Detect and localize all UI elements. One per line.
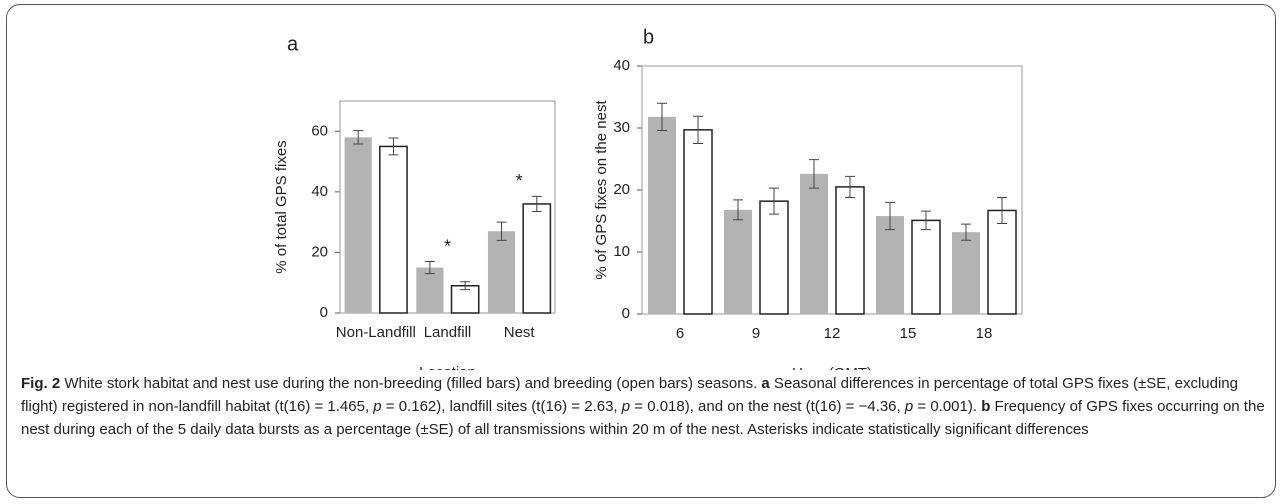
caption-run: p xyxy=(373,398,382,415)
x-tick-label: 18 xyxy=(976,325,993,342)
x-tick-label: 9 xyxy=(752,325,760,342)
x-tick-label: Non-Landfill xyxy=(336,324,416,341)
caption-run: = 0.018), and on the nest (t(16) = −4.36… xyxy=(630,398,905,415)
caption-run: a xyxy=(761,375,770,392)
significance-marker: * xyxy=(516,171,523,191)
error-bar xyxy=(657,102,667,131)
x-axis-label: Location xyxy=(419,364,476,370)
caption-run: Seasonal differences in percentage of to… xyxy=(21,375,1238,415)
error-bar xyxy=(424,261,435,275)
bar xyxy=(724,209,752,314)
error-bar xyxy=(693,115,703,144)
y-tick-label: 0 xyxy=(622,305,630,322)
y-tick-label: 30 xyxy=(613,119,630,136)
x-axis-label: Hour (GMT) xyxy=(792,365,872,370)
error-bar xyxy=(496,221,507,241)
caption-run: b xyxy=(981,398,991,415)
error-bar xyxy=(531,195,542,213)
caption-run: = 0.162), landfill sites (t(16) = 2.63, xyxy=(381,398,622,415)
error-bar xyxy=(460,281,471,291)
figure-frame xyxy=(6,4,1276,498)
caption-run: White stork habitat and nest use during … xyxy=(60,375,762,392)
bar xyxy=(648,116,676,314)
caption: Fig. 2 White stork habitat and nest use … xyxy=(21,372,1266,441)
bar xyxy=(876,216,904,314)
bar xyxy=(911,219,941,315)
error-bar xyxy=(353,130,364,145)
x-tick-label: Nest xyxy=(504,324,536,341)
y-tick-label: 40 xyxy=(613,57,630,74)
y-tick-label: 40 xyxy=(311,183,328,200)
panel-label: b xyxy=(643,26,654,48)
bar xyxy=(952,232,980,314)
plot-frame xyxy=(339,100,556,314)
bar xyxy=(344,137,372,313)
bar xyxy=(800,173,828,314)
error-bar xyxy=(961,223,971,241)
error-bar xyxy=(921,210,931,231)
y-axis-label: % of total GPS fixes xyxy=(273,140,290,273)
x-tick-label: Landfill xyxy=(424,324,472,341)
error-bar xyxy=(809,159,819,189)
significance-marker: * xyxy=(444,236,451,256)
caption-run: Fig. 2 xyxy=(21,375,61,392)
bar xyxy=(683,129,713,315)
error-bar xyxy=(885,201,895,231)
error-bar xyxy=(997,196,1007,224)
y-tick-label: 20 xyxy=(311,243,328,260)
caption-run: Frequency of GPS fixes occurring on the … xyxy=(21,398,1265,438)
caption-run: = 0.001). xyxy=(913,398,982,415)
figure: a% of total GPS fixesLocation0204060Non-… xyxy=(273,26,1023,370)
bar xyxy=(487,231,516,313)
y-tick-label: 60 xyxy=(311,122,328,139)
bar xyxy=(759,200,789,315)
bar xyxy=(379,145,408,314)
error-bar xyxy=(845,175,855,198)
caption-run: p xyxy=(904,398,914,415)
error-bar xyxy=(769,187,779,215)
bar xyxy=(416,267,444,313)
plot-frame xyxy=(641,65,1023,315)
caption-run: p xyxy=(621,398,631,415)
bar xyxy=(835,186,865,315)
y-tick-label: 20 xyxy=(613,181,630,198)
error-bar xyxy=(733,199,743,221)
error-bar xyxy=(388,137,399,156)
y-axis-label: % of GPS fixes on the nest xyxy=(593,100,610,280)
x-tick-label: 12 xyxy=(824,325,841,342)
bar xyxy=(522,203,552,314)
bar xyxy=(987,209,1017,315)
x-tick-label: 15 xyxy=(900,325,917,342)
panel-label: a xyxy=(287,33,299,55)
bar xyxy=(450,284,480,314)
y-tick-label: 0 xyxy=(320,304,328,321)
x-tick-label: 6 xyxy=(676,325,684,342)
y-tick-label: 10 xyxy=(613,243,630,260)
